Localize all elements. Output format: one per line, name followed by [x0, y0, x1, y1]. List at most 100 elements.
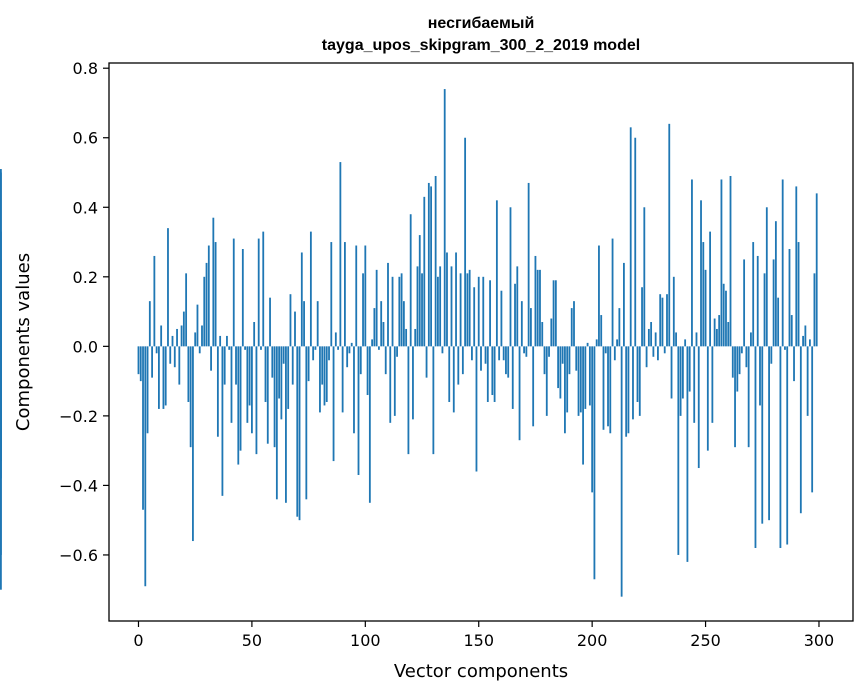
bar: [439, 266, 442, 347]
bar: [636, 346, 639, 402]
bar: [287, 346, 290, 409]
bar: [210, 346, 212, 371]
bar: [348, 346, 351, 354]
bar: [139, 346, 142, 382]
bar: [423, 196, 426, 347]
bar: [375, 269, 378, 347]
bar: [600, 315, 603, 347]
bar: [613, 346, 616, 361]
bar: [196, 304, 199, 347]
bar: [489, 280, 491, 347]
bar: [164, 346, 167, 406]
bar: [727, 322, 730, 347]
bar: [641, 287, 643, 347]
y-axis-ticks: −0.6 −0.4 −0.2 0.0 0.2 0.4 0.6 0.8: [59, 59, 109, 565]
bar: [137, 346, 140, 375]
bar: [638, 346, 641, 416]
bar: [171, 335, 174, 347]
bar: [475, 346, 478, 472]
bar: [564, 346, 566, 434]
bar: [262, 231, 265, 347]
bar: [477, 276, 480, 347]
bar: [518, 346, 521, 441]
x-tick-label: 150: [463, 631, 494, 650]
bar: [561, 346, 564, 364]
bar: [759, 346, 761, 406]
bar: [269, 297, 271, 347]
bar: [595, 339, 598, 347]
bar: [704, 269, 707, 347]
bar: [625, 346, 628, 437]
bar: [198, 346, 201, 354]
bar: [482, 276, 485, 347]
bar: [525, 346, 528, 357]
bar: [437, 276, 439, 347]
bar: [659, 294, 662, 347]
bar: [257, 238, 260, 347]
bar: [260, 346, 262, 350]
bar: [541, 322, 544, 347]
bar: [566, 346, 569, 413]
bar: [647, 328, 650, 347]
bar: [552, 280, 555, 347]
bar: [752, 242, 755, 347]
bar: [543, 346, 546, 375]
bar: [604, 346, 607, 354]
bar: [505, 346, 507, 375]
x-tick-label: 50: [242, 631, 262, 650]
bar: [679, 346, 682, 416]
x-axis-label: Vector components: [394, 661, 568, 682]
bar: [239, 346, 242, 451]
y-tick-label: 0.2: [73, 268, 98, 287]
bar: [389, 346, 392, 423]
bar: [709, 231, 711, 347]
bar: [629, 127, 632, 347]
bar: [806, 346, 809, 416]
bar: [491, 346, 494, 396]
bar: [148, 301, 151, 347]
y-axis-label: Components values: [13, 253, 34, 431]
y-tick-label: 0.6: [73, 129, 98, 148]
bar: [509, 207, 512, 347]
bar: [743, 259, 746, 347]
bar: [650, 322, 653, 347]
bar: [334, 332, 337, 347]
bar: [291, 346, 294, 385]
bar: [568, 346, 571, 375]
bar: [319, 346, 321, 413]
bar: [441, 346, 444, 354]
bar: [740, 346, 743, 354]
bar: [427, 182, 430, 347]
bar: [756, 255, 759, 347]
bar: [611, 238, 614, 347]
bar: [362, 273, 364, 347]
bar: [153, 255, 156, 347]
bar: [716, 328, 718, 347]
y-tick-label: 0.8: [73, 59, 98, 78]
bar: [201, 325, 203, 347]
bar: [761, 346, 764, 524]
bar: [180, 325, 183, 347]
bar: [414, 328, 417, 347]
bar: [811, 346, 814, 493]
y-tick-label: 0.4: [73, 198, 98, 217]
title-line-1: несгибаемый: [428, 15, 535, 32]
bar: [579, 346, 582, 413]
bar: [774, 221, 777, 347]
bar: [155, 346, 158, 354]
chart-title: несгибаемый tayga_upos_skipgram_300_2_201…: [322, 15, 640, 54]
bar: [804, 325, 807, 347]
bar: [246, 346, 249, 423]
bar: [747, 346, 750, 448]
bar: [251, 346, 253, 434]
bar: [300, 252, 303, 347]
bar: [632, 346, 634, 420]
bar: [448, 346, 451, 402]
bar: [205, 262, 208, 347]
bar: [468, 269, 471, 347]
bar: [350, 342, 353, 347]
bar: [182, 311, 185, 347]
bar: [307, 346, 310, 382]
bar: [402, 301, 405, 347]
bar: [616, 339, 618, 347]
